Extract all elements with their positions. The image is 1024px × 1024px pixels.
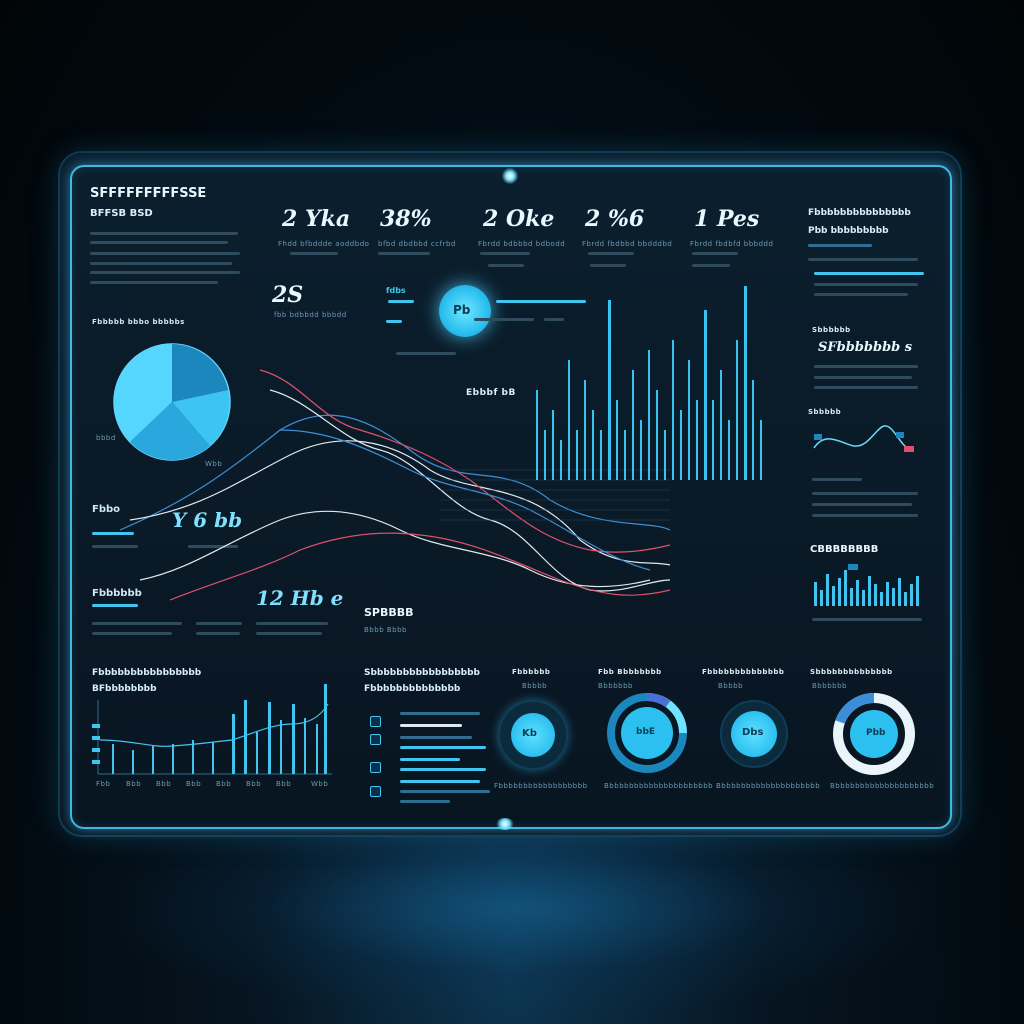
circle-badge-value: Pb (453, 303, 471, 317)
donut-4 (833, 692, 915, 775)
tick-7: Bbb (276, 780, 292, 788)
center-line-chart (119, 369, 671, 601)
donut-2-caption: Bbbbbbbbbbbbbbbbbbbbbb (604, 782, 714, 790)
page-title: SFFFFFFFFFSSE (90, 186, 207, 201)
donut-1-caption: Fbbbbbbbbbbbbbbbbbb (494, 782, 588, 790)
tick-3: Bbb (156, 780, 172, 788)
kpi-3-caption: Fbrdd bdbbbd bdbodd (478, 240, 566, 248)
donut-1-value: Kb (522, 728, 537, 739)
top-flare (502, 168, 518, 184)
list-checkbox-3[interactable] (370, 762, 381, 773)
donut-4-value: Pbb (866, 728, 886, 738)
tick-6: Bbb (246, 780, 262, 788)
kpi-secondary-2-value: fdbs (386, 286, 406, 295)
center-label-2: SPBBBB (364, 606, 414, 619)
left-value-2: 12 Hb e (256, 586, 344, 610)
kpi-5-value: 1 Pes (694, 206, 760, 232)
donut-4-sub: Bbbbbbb (812, 682, 847, 690)
tick-1: Fbb (96, 780, 111, 788)
kpi-secondary-1-caption: fbb bdbbdd bbbdd (274, 311, 347, 319)
donut-1-sub: Bbbbb (522, 682, 548, 690)
list-checkbox-1[interactable] (370, 716, 381, 727)
spike-bar-chart (536, 286, 762, 480)
kpi-4-caption: Fbrdd fbdbbd bbdddbd (582, 240, 673, 248)
donut-3: Dbs (720, 700, 788, 768)
donut-2-title: Fbb Bbbbbbbb (598, 668, 662, 676)
right-title-6: CBBBBBBBB (810, 544, 879, 555)
kpi-2-value: 38% (380, 206, 432, 232)
bottom-flare (496, 818, 514, 830)
bottom-chart-subtitle: BFbbbbbbbb (92, 684, 157, 694)
pie-slice-2 (172, 390, 230, 446)
right-title-1: Fbbbbbbbbbbbbbbb (808, 208, 911, 218)
donut-3-sub: Bbbbb (718, 682, 744, 690)
left-bottom-title-1: Fbbo (92, 504, 121, 515)
pie-slice-3 (130, 402, 210, 461)
bottom-list-title: Sbbbbbbbbbbbbbbbbb (364, 668, 481, 678)
right-title-5: Sbbbbb (808, 408, 842, 416)
kpi-3-value: 2 Oke (483, 206, 555, 232)
donut-2-value: bbE (636, 727, 656, 737)
pie-label-b: Wbb (205, 460, 223, 468)
donut-1: Kb (498, 700, 568, 770)
donut-3-title: Fbbbbbbbbbbbbbb (702, 668, 785, 676)
kpi-2-caption: bfbd dbdbbd ccfrbd (378, 240, 456, 248)
tick-4: Bbb (186, 780, 202, 788)
pie-slice-4 (114, 344, 172, 442)
tick-2: Bbb (126, 780, 142, 788)
kpi-5-caption: Fbrdd fbdbfd bbbddd (690, 240, 774, 248)
right-title-3: Sbbbbbb (812, 326, 851, 334)
donut-4-title: Sbbbbbbbbbbbbbb (810, 668, 893, 676)
floor-glow (120, 840, 920, 1010)
right-title-4: SFbbbbbbb s (818, 340, 913, 355)
page-subtitle: BFFSB BSD (90, 208, 153, 219)
left-pie-chart (113, 343, 231, 461)
donut-4-caption: Bbbbbbbbbbbbbbbbbbbbb (830, 782, 935, 790)
left-bottom-title-2: Fbbbbbb (92, 588, 142, 599)
right-title-2: Pbb bbbbbbbbb (808, 226, 889, 236)
pie-slice-1 (172, 344, 228, 402)
bottom-list-subtitle: Fbbbbbbbbbbbbbb (364, 684, 461, 694)
left-value-1: Y 6 bb (172, 508, 243, 532)
bottom-chart-ticks: Fbb Bbb Bbb Bbb Bbb Bbb Bbb Wbb (96, 780, 336, 792)
left-section-label: Fbbbbb bbbo bbbbbs (92, 318, 185, 326)
kpi-4-value: 2 %6 (585, 206, 645, 232)
tick-5: Bbb (216, 780, 232, 788)
donut-1-title: Fbbbbbb (512, 668, 551, 676)
kpi-secondary-1-value: 2S (272, 282, 304, 308)
donut-2 (607, 693, 687, 773)
tick-8: Wbb (311, 780, 329, 788)
right-mini-line-chart (813, 425, 914, 452)
bottom-chart-title: Fbbbbbbbbbbbbbbbb (92, 668, 202, 678)
circle-badge[interactable]: Pb (439, 285, 491, 337)
donut-2-sub: Bbbbbbb (598, 682, 633, 690)
list-checkbox-2[interactable] (370, 734, 381, 745)
donut-3-caption: Bbbbbbbbbbbbbbbbbbbbb (716, 782, 821, 790)
right-bar-cluster (814, 564, 919, 606)
kpi-1-value: 2 Yka (282, 206, 351, 232)
list-checkbox-4[interactable] (370, 786, 381, 797)
kpi-1-caption: Fhdd bfbddde aoddbdo (278, 240, 370, 248)
pie-label-a: bbbd (96, 434, 116, 442)
center-label-3: Bbbb Bbbb (364, 626, 407, 634)
bottom-bar-chart (92, 684, 332, 775)
center-label-1: Ebbbf bB (466, 388, 516, 398)
donut-3-value: Dbs (742, 727, 764, 738)
